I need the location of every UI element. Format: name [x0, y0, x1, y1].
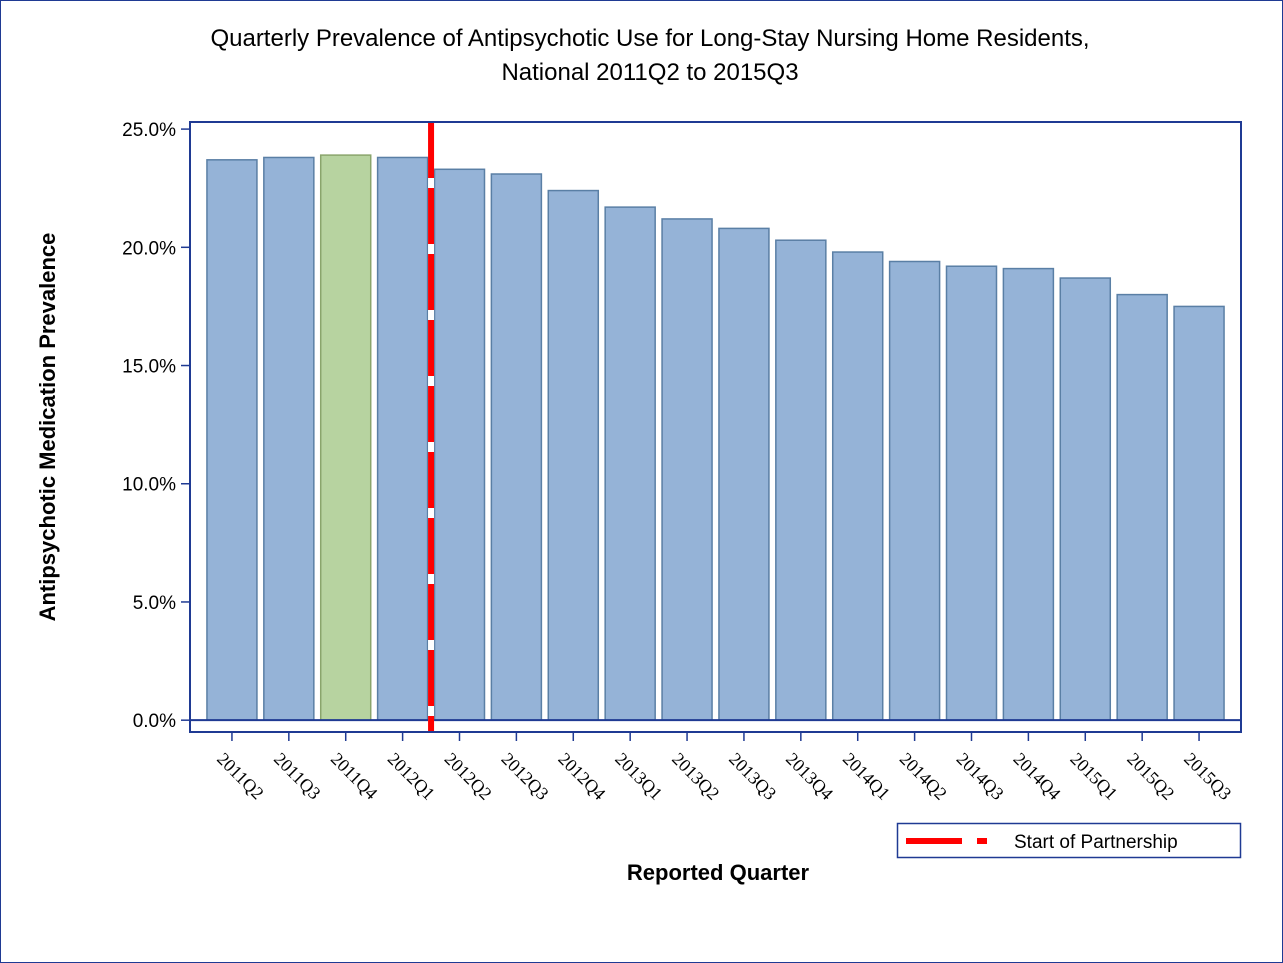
- bar: [888, 260, 941, 721]
- bar: [604, 206, 656, 721]
- chart-title: Quarterly Prevalence of Antipsychotic Us…: [210, 25, 1089, 52]
- chart-subtitle: National 2011Q2 to 2015Q3: [501, 59, 798, 86]
- legend-label: Start of Partnership: [1014, 832, 1178, 853]
- y-tick-label: 20.0%: [122, 238, 176, 259]
- bar: [1002, 267, 1055, 721]
- bar: [319, 154, 372, 721]
- y-tick-label: 0.0%: [133, 711, 176, 732]
- bar: [1116, 293, 1168, 721]
- bar: [945, 265, 998, 721]
- y-tick-label: 25.0%: [122, 120, 176, 141]
- bar: [433, 168, 486, 721]
- bar: [1173, 305, 1225, 721]
- y-tick-label: 10.0%: [122, 475, 176, 496]
- bar: [661, 218, 713, 721]
- bar: [490, 173, 543, 721]
- bar: [376, 156, 429, 721]
- plot-frame: [189, 121, 1242, 733]
- bar: [831, 251, 884, 721]
- y-axis-title: Antipsychotic Medication Prevalence: [35, 233, 60, 622]
- bar: [1059, 277, 1112, 721]
- bar: [206, 159, 258, 721]
- y-tick-label: 15.0%: [122, 357, 176, 378]
- x-axis-title: Reported Quarter: [627, 860, 810, 885]
- bar: [718, 227, 770, 721]
- bar: [775, 239, 827, 721]
- bar: [547, 189, 600, 721]
- y-tick-label: 5.0%: [133, 593, 176, 614]
- bar: [263, 156, 315, 721]
